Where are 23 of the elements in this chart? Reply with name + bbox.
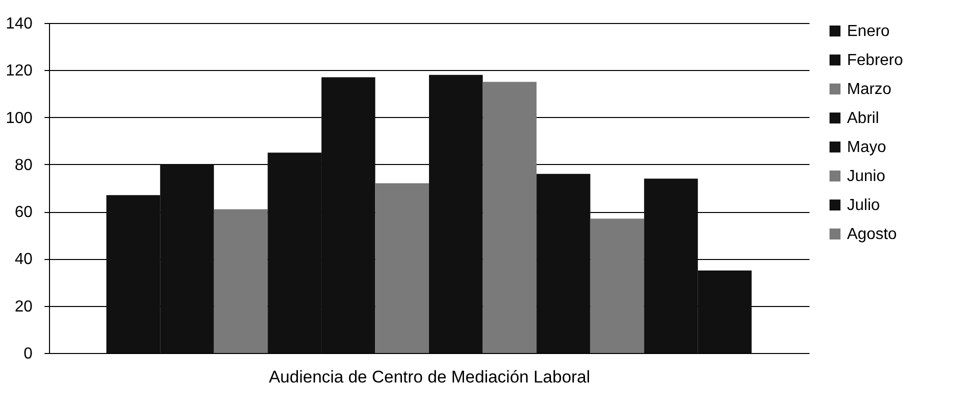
- y-tick-label: 80: [14, 156, 33, 174]
- bar: [375, 183, 429, 353]
- legend-label: Julio: [847, 197, 880, 214]
- bar: [214, 209, 268, 353]
- y-tick-label: 0: [24, 346, 33, 362]
- legend-label: Mayo: [847, 139, 886, 156]
- legend-label: Junio: [847, 168, 886, 185]
- y-tick-label: 60: [14, 204, 33, 222]
- bar: [482, 82, 537, 353]
- x-axis-title: Audiencia de Centro de Mediación Laboral: [268, 368, 590, 386]
- bar: [536, 174, 590, 353]
- y-tick-label: 140: [6, 16, 33, 32]
- y-tick-label: 100: [6, 110, 33, 127]
- bar: [590, 218, 644, 353]
- y-tick-label: 20: [14, 298, 33, 316]
- bar: [429, 74, 483, 353]
- legend-label: Enero: [847, 23, 890, 40]
- y-tick-label: 40: [14, 251, 33, 268]
- y-tick-label: 120: [6, 62, 33, 80]
- legend-label: Febrero: [847, 52, 904, 69]
- legend-label: Abril: [847, 110, 880, 127]
- legend-label: Marzo: [847, 81, 892, 98]
- legend-label: Agosto: [847, 226, 897, 243]
